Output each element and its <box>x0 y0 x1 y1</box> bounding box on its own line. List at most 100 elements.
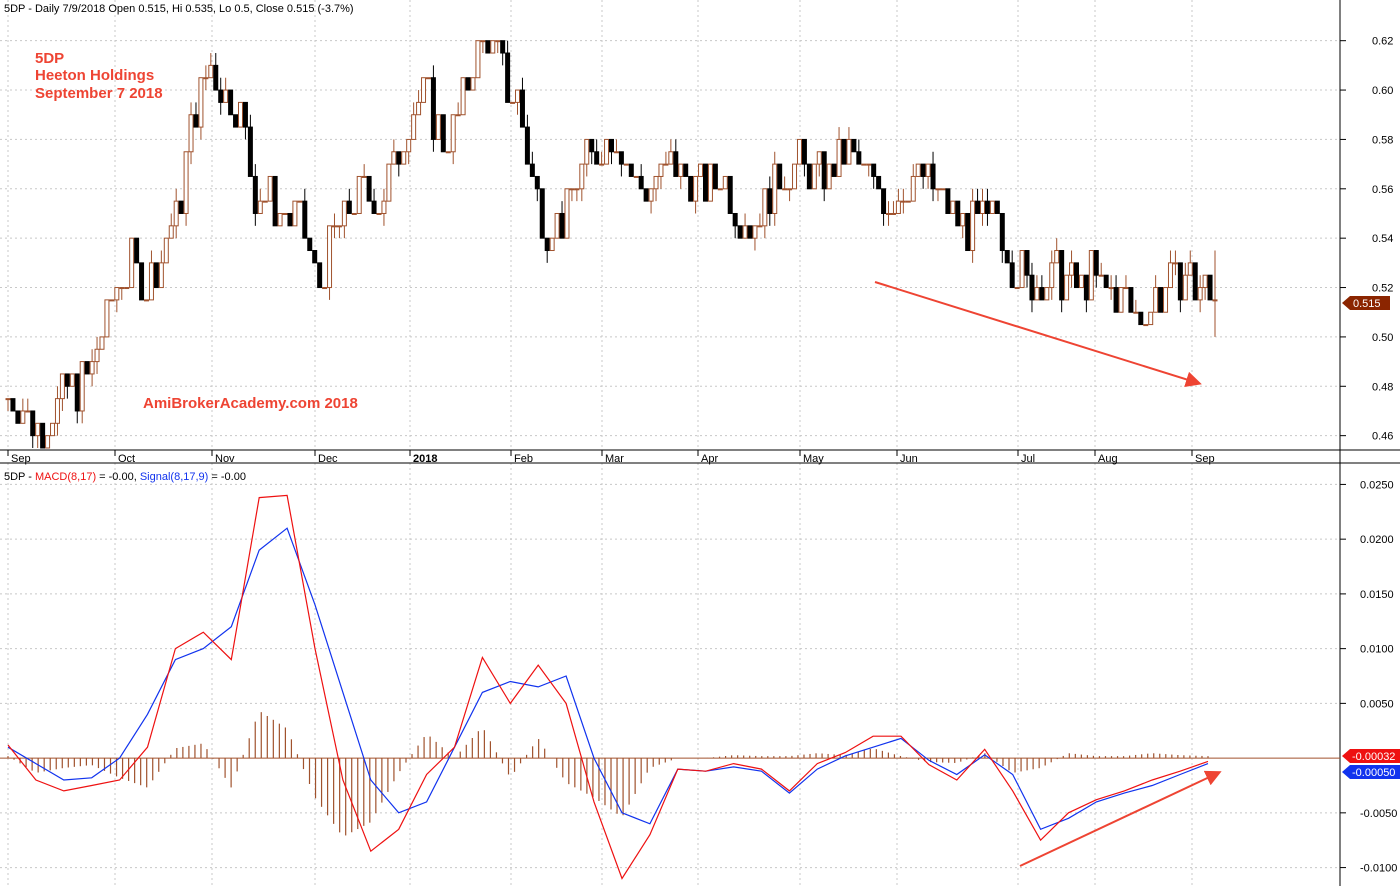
macd-ytick-2: 0.0150 <box>1360 589 1394 601</box>
price-bar <box>955 200 961 227</box>
price-bar <box>589 138 595 165</box>
price-bar <box>1133 299 1139 314</box>
price-bar <box>425 77 431 80</box>
price-bar <box>144 299 150 302</box>
price-bar <box>782 176 788 191</box>
price-bar <box>198 77 204 140</box>
price-bar <box>45 435 51 449</box>
price-bar <box>302 188 308 239</box>
price-bar <box>801 138 807 177</box>
price-bar <box>772 151 778 226</box>
price-bar <box>1019 250 1025 289</box>
signal-last-badge: -0.00050 <box>1342 765 1400 779</box>
price-bar <box>737 225 743 239</box>
price-bar <box>876 175 882 190</box>
price-bar <box>1108 275 1114 300</box>
price-bar <box>114 287 120 313</box>
price-bar <box>1172 250 1178 276</box>
price-bar <box>59 373 65 411</box>
price-bar <box>831 163 837 177</box>
xtick-9: Jun <box>900 453 918 465</box>
price-bar <box>747 225 753 239</box>
price-bar <box>1044 287 1050 301</box>
price-bar <box>806 163 812 190</box>
xtick-7: Apr <box>701 453 718 465</box>
price-bar <box>1158 287 1164 313</box>
price-bar <box>524 114 530 165</box>
price-bar <box>594 139 600 165</box>
price-bar <box>777 163 783 190</box>
price-bar <box>762 188 768 239</box>
price-bar <box>534 175 540 202</box>
macd-histogram <box>7 712 1209 836</box>
price-bar <box>648 188 654 214</box>
price-bar <box>277 212 283 227</box>
price-bar <box>965 212 971 252</box>
price-bar <box>193 102 199 128</box>
macd-header-prefix: 5DP - <box>4 471 35 483</box>
price-bar <box>351 212 357 215</box>
price-bar <box>25 398 31 413</box>
price-bar <box>1088 250 1094 301</box>
price-bar <box>515 89 521 115</box>
price-header: 5DP - Daily 7/9/2018 Open 0.515, Hi 0.53… <box>4 3 354 15</box>
price-bar <box>376 212 382 215</box>
price-bar <box>64 373 70 399</box>
price-bar <box>485 40 491 54</box>
macd-ytick-5: -0.0050 <box>1360 808 1397 820</box>
price-bar <box>292 200 298 227</box>
price-bar <box>1093 250 1099 288</box>
price-bar <box>10 398 16 412</box>
price-bar <box>861 163 867 166</box>
price-bar <box>223 77 229 103</box>
price-bar <box>84 361 90 375</box>
annotation-ticker: 5DP <box>35 50 64 67</box>
price-bar <box>945 188 951 214</box>
signal-last-value: -0.00050 <box>1352 767 1395 779</box>
price-bar <box>20 398 26 424</box>
price-bar <box>94 336 100 374</box>
price-grid <box>0 0 1340 450</box>
price-bar <box>1212 250 1218 337</box>
price-bar <box>267 175 273 202</box>
price-bar <box>693 175 699 214</box>
price-bar <box>702 163 708 202</box>
price-bar <box>920 163 926 189</box>
price-bar <box>628 163 634 177</box>
xtick-12: Sep <box>1195 453 1215 465</box>
price-bar <box>247 114 253 177</box>
price-bar <box>925 163 931 189</box>
price-bar <box>579 163 585 202</box>
xtick-3: Dec <box>318 453 338 465</box>
price-bar <box>510 101 516 104</box>
price-bar <box>1207 274 1213 301</box>
price-bar <box>856 139 862 165</box>
price-bar <box>599 151 605 166</box>
macd-header-label: MACD(8,17) <box>35 471 96 483</box>
price-bar <box>257 188 263 214</box>
price-bar <box>910 164 916 202</box>
price-bar <box>1143 324 1149 327</box>
price-bar <box>826 163 832 190</box>
price-bar <box>287 212 293 227</box>
price-bar <box>1163 287 1169 313</box>
price-bar <box>475 40 481 79</box>
price-bar <box>1029 262 1035 313</box>
price-bar <box>124 287 130 290</box>
price-bar <box>356 175 362 214</box>
price-bar <box>252 164 258 226</box>
price-bar <box>312 250 318 264</box>
price-bar <box>331 213 337 239</box>
xtick-11: Aug <box>1098 453 1118 465</box>
price-bar <box>638 164 644 190</box>
price-bar <box>930 151 936 202</box>
price-bar <box>905 200 911 203</box>
price-bar <box>139 262 145 301</box>
price-bar <box>1024 250 1030 288</box>
price-bar <box>960 212 966 239</box>
price-bar <box>1054 238 1060 264</box>
macd-last-value: -0.00032 <box>1352 751 1395 763</box>
price-bar <box>381 188 387 226</box>
price-bar <box>569 188 575 202</box>
